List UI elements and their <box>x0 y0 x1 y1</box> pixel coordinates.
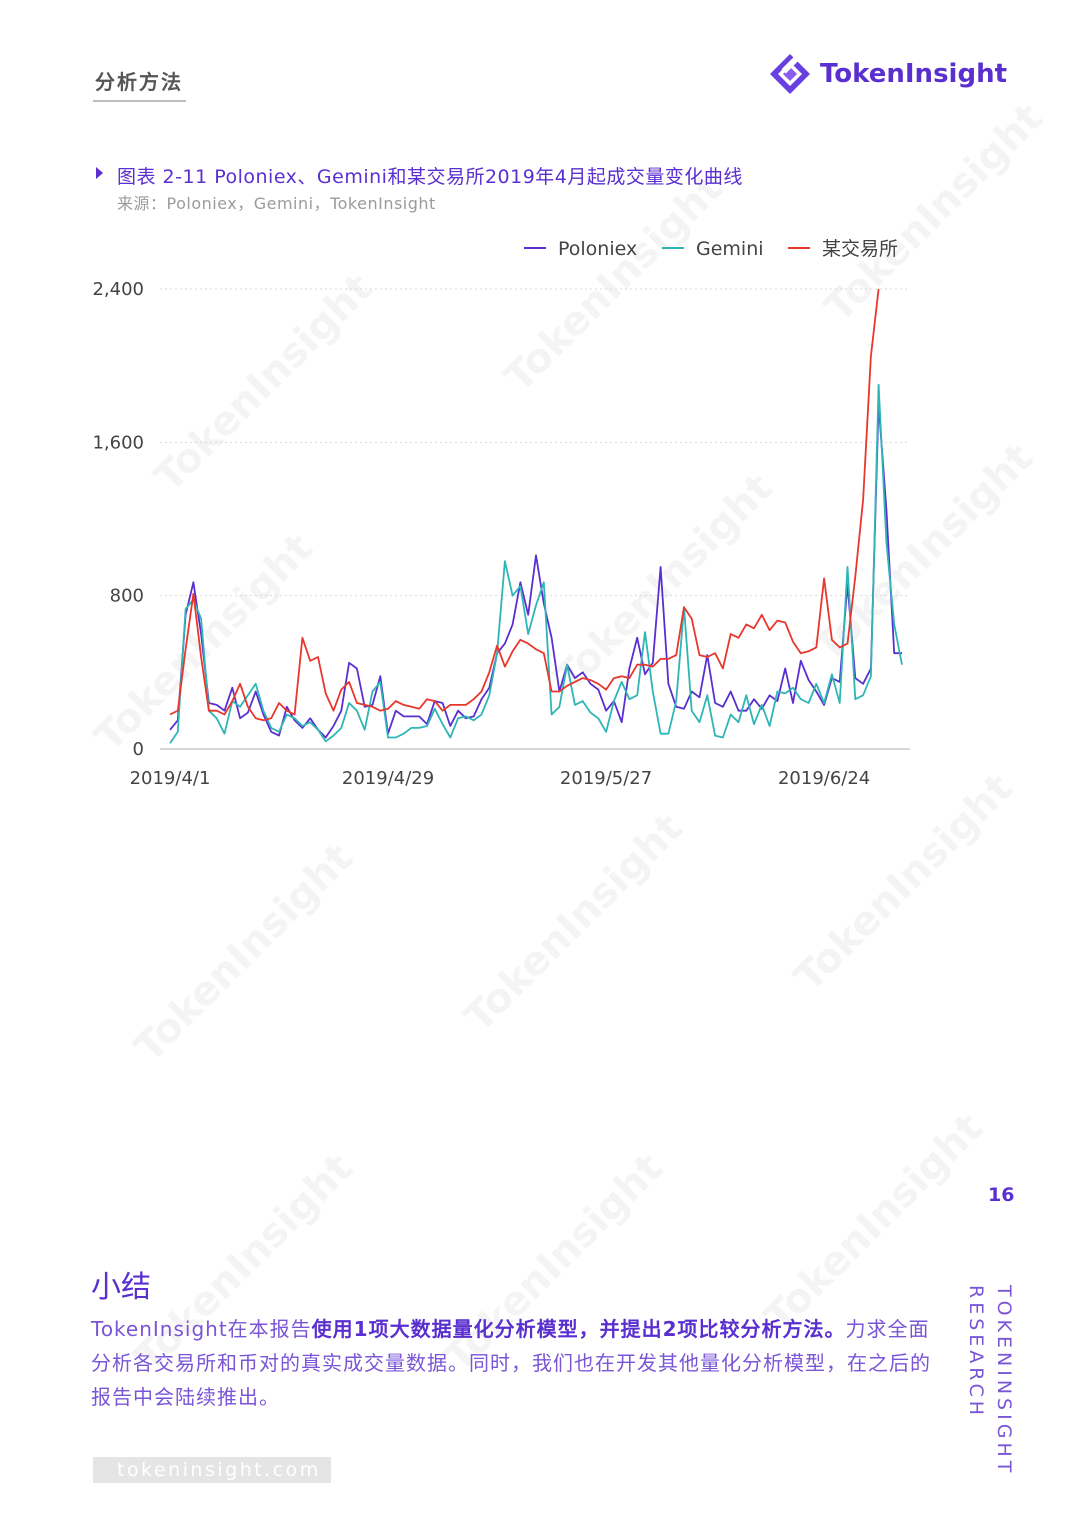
y-tick-label: 0 <box>133 739 144 760</box>
y-tick-label: 800 <box>110 586 144 607</box>
logo-icon <box>770 54 810 94</box>
volume-line-chart: 0 800 1,600 2,400 2019/4/1 2019/4/29 2019/5/2… <box>92 238 910 789</box>
footer-url: tokeninsight.com <box>93 1457 331 1483</box>
summary-text-rest: 力求全面分析各交易所和币对的真实成交量数据。同时，我们也在开发其他量化分析模型，… <box>91 1317 931 1409</box>
x-tick-label: 2019/4/1 <box>130 768 211 789</box>
series-line-Poloniex <box>169 403 902 739</box>
side-brand-text: TOKENINSIGHT RESEARCH <box>962 1285 1018 1476</box>
chart-grid <box>160 288 910 750</box>
logo-text: TokenInsight <box>820 59 1008 89</box>
x-tick-label: 2019/4/29 <box>342 768 434 789</box>
legend-label: Poloniex <box>558 238 637 260</box>
summary-text-start: TokenInsight在本报告 <box>91 1317 312 1341</box>
y-tick-label: 1,600 <box>92 432 144 453</box>
summary-paragraph: TokenInsight在本报告使用1项大数据量化分析模型，并提出2项比较分析方… <box>91 1312 931 1414</box>
series-line-某交易所 <box>169 288 880 722</box>
watermark: TokenInsight <box>756 1105 992 1341</box>
y-tick-label: 2,400 <box>92 279 144 300</box>
chart-series <box>169 288 903 744</box>
side-line-1: TOKENINSIGHT <box>993 1285 1015 1477</box>
x-tick-label: 2019/6/24 <box>778 768 870 789</box>
legend-label: Gemini <box>696 238 764 260</box>
summary-text-bold: 使用1项大数据量化分析模型，并提出2项比较分析方法。 <box>311 1317 846 1341</box>
chart-legend: Poloniex Gemini 某交易所 <box>524 238 898 260</box>
x-axis-ticks: 2019/4/1 2019/4/29 2019/5/27 2019/6/24 <box>130 768 871 789</box>
x-tick-label: 2019/5/27 <box>560 768 652 789</box>
section-underline <box>93 100 186 102</box>
section-title: 分析方法 <box>95 70 183 94</box>
y-axis-ticks: 0 800 1,600 2,400 <box>92 279 144 760</box>
side-line-2: RESEARCH <box>965 1285 987 1420</box>
figure-source: 来源：Poloniex，Gemini，TokenInsight <box>117 194 436 213</box>
watermark: TokenInsight <box>126 835 362 1071</box>
watermark: TokenInsight <box>456 805 692 1041</box>
brand-logo: TokenInsight <box>768 52 1007 96</box>
summary-title: 小结 <box>91 1270 151 1305</box>
figure-title: 图表 2-11 Poloniex、Gemini和某交易所2019年4月起成交量变… <box>117 166 743 188</box>
figure-marker-icon <box>96 167 103 179</box>
page-number: 16 <box>988 1184 1015 1206</box>
legend-label: 某交易所 <box>822 238 898 260</box>
series-line-Gemini <box>169 383 903 744</box>
